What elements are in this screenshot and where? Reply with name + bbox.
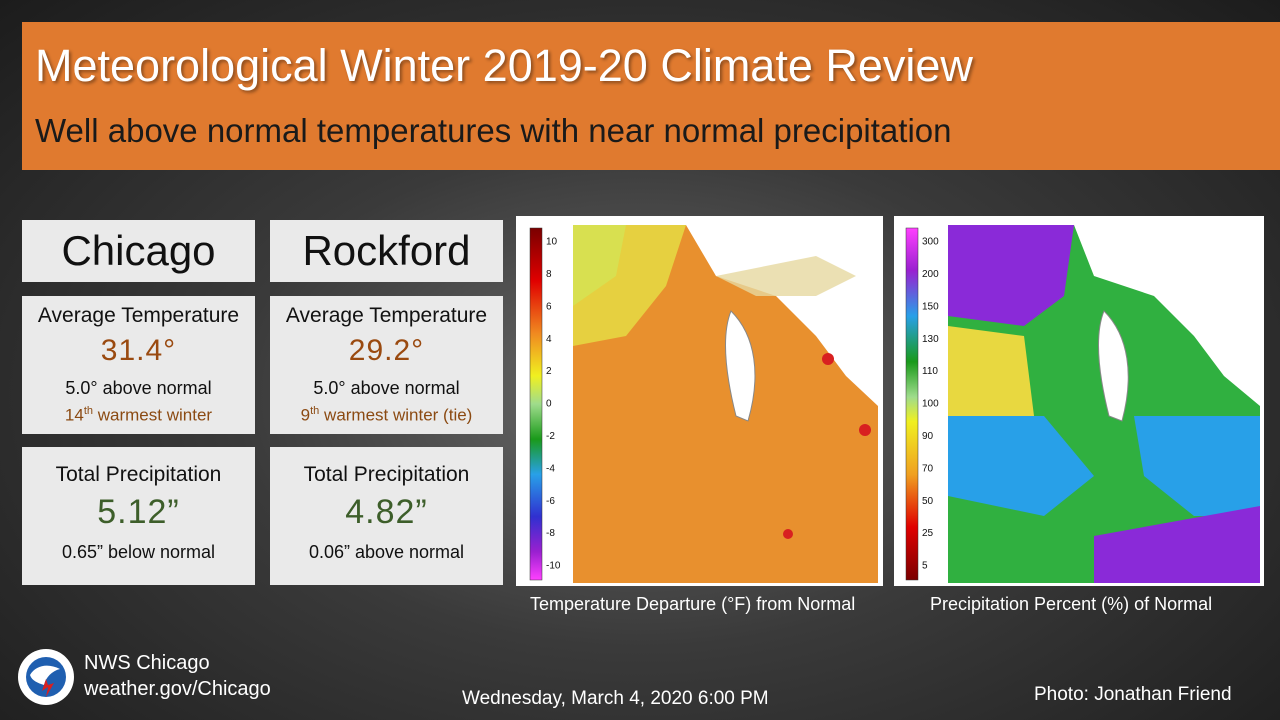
card-label: Average Temperature [37, 304, 240, 327]
temperature-map: 10 8 6 4 2 0 -2 -4 -6 -8 -10 [516, 216, 883, 586]
scale-label: 6 [546, 301, 552, 312]
scale-label: -10 [546, 561, 561, 572]
temperature-card: Average Temperature 29.2° 5.0° above nor… [270, 296, 503, 434]
lake [1098, 310, 1129, 422]
precipitation-card: Total Precipitation 4.82” 0.06” above no… [270, 447, 503, 585]
scale-label: -6 [546, 496, 555, 507]
card-label: Total Precipitation [55, 463, 222, 486]
departure: 0.65” below normal [61, 542, 216, 562]
website: weather.gov/Chicago [84, 678, 271, 700]
logo-bolt [42, 679, 54, 697]
map-region [776, 316, 846, 416]
scale-label: -2 [546, 431, 555, 442]
scale-label: 10 [546, 237, 558, 248]
rank: 14th warmest winter [22, 405, 255, 426]
rank: 9th warmest winter (tie) [270, 405, 503, 426]
precipitation-card: Total Precipitation 5.12” 0.65” below no… [22, 447, 255, 585]
lake [716, 256, 856, 296]
departure: 5.0° above normal [313, 378, 460, 398]
precipitation-value: 4.82” [345, 493, 428, 531]
map-region [1134, 416, 1260, 516]
scale-label: 8 [546, 269, 552, 280]
photo-credit: Photo: Jonathan Friend [1034, 684, 1232, 705]
map-region [1094, 506, 1260, 583]
precipitation-map: 300 200 150 130 110 100 90 70 50 25 5 [894, 216, 1264, 586]
scale-label: 0 [546, 399, 552, 410]
temperature-value: 29.2° [348, 334, 425, 367]
colorbar [529, 227, 543, 581]
subtitle: Well above normal temperatures with near… [35, 112, 952, 149]
rank-suffix: th [83, 405, 94, 417]
departure: 5.0° above normal [65, 378, 212, 398]
map-spot [783, 529, 793, 539]
scale-label: 150 [922, 301, 939, 312]
scale-label: 130 [922, 334, 939, 345]
scale-label: 50 [922, 496, 934, 507]
lake [1074, 225, 1260, 406]
rank-text: warmest winter [93, 405, 213, 425]
city-name: Rockford [302, 227, 471, 274]
nws-logo [18, 649, 74, 705]
office-name: NWS Chicago [84, 652, 210, 674]
rank-suffix: th [310, 405, 320, 417]
map-caption: Temperature Departure (°F) from Normal [530, 594, 856, 614]
rank-text: warmest winter (tie) [319, 405, 473, 425]
logo-cloud [30, 665, 60, 685]
scale-label: 25 [922, 528, 934, 539]
scale-label: 4 [546, 334, 552, 345]
card-label: Total Precipitation [303, 463, 470, 486]
map-spot [859, 424, 871, 436]
scale-label: 200 [922, 269, 939, 280]
rank-number: 14 [64, 405, 84, 425]
banner [22, 22, 1280, 170]
card-label: Average Temperature [285, 304, 488, 327]
colorbar [905, 227, 919, 581]
city-name: Chicago [61, 227, 216, 274]
map-region [948, 416, 1094, 516]
scale-label: 90 [922, 431, 934, 442]
timestamp: Wednesday, March 4, 2020 6:00 PM [462, 688, 769, 709]
scale-label: 5 [922, 561, 928, 572]
map-region [948, 326, 1034, 436]
map-caption: Precipitation Percent (%) of Normal [930, 594, 1213, 614]
scale-label: -8 [546, 528, 555, 539]
scale-label: 110 [922, 366, 938, 377]
rank-number: 9 [300, 405, 311, 425]
city-header: Rockford [270, 220, 503, 282]
map-region [573, 225, 626, 306]
scale-label: 70 [922, 463, 934, 474]
scale-label: 2 [546, 366, 552, 377]
temperature-card: Average Temperature 31.4° 5.0° above nor… [22, 296, 255, 434]
city-header: Chicago [22, 220, 255, 282]
precipitation-value: 5.12” [97, 493, 180, 531]
scale-label: -4 [546, 463, 555, 474]
scale-label: 100 [922, 399, 939, 410]
map-region [948, 225, 1074, 326]
scale-label: 300 [922, 237, 939, 248]
lake [725, 310, 756, 422]
temperature-value: 31.4° [100, 334, 177, 367]
title: Meteorological Winter 2019-20 Climate Re… [35, 40, 973, 91]
map-spot [822, 353, 834, 365]
departure: 0.06” above normal [308, 542, 465, 562]
